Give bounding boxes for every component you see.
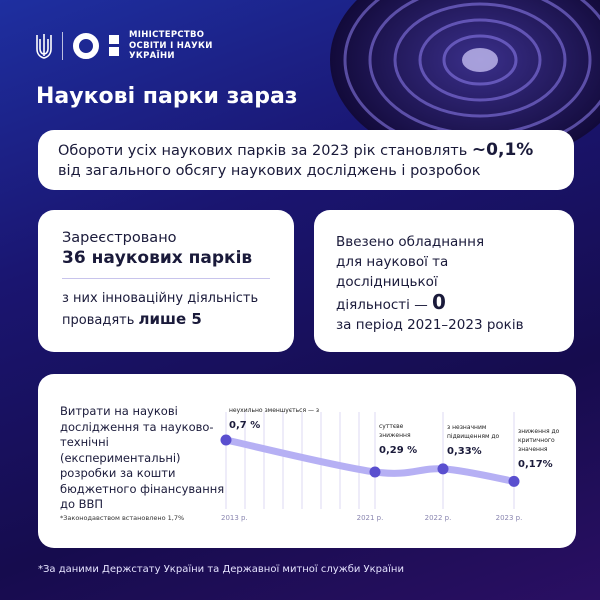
innovation-value: лише 5: [138, 310, 202, 328]
x-tick-label: 2023 р.: [496, 514, 523, 522]
innovation-text: з них інноваційну діяльність провадять л…: [62, 289, 270, 331]
spending-chart: 2013 р. неухильно зменшується — з 0,7 % 202…: [220, 407, 560, 522]
annotation: зниження до критичного значення: [518, 428, 560, 453]
value-label: 0,17%: [518, 459, 553, 470]
turnover-card: Обороти усіх наукових парків за 2023 рік…: [38, 130, 574, 190]
spending-card: Витрати на наукові дослідження та науков…: [38, 374, 576, 548]
logo-line: ОСВІТИ І НАУКИ: [129, 40, 213, 51]
equipment-line: за період 2021–2023 років: [336, 317, 524, 333]
series-line: [222, 436, 518, 485]
annotation: неухильно зменшується — з: [229, 407, 319, 414]
logo-squares-icon: [109, 35, 119, 57]
registered-card: Зареєстровано 36 наукових парків з них і…: [38, 210, 294, 352]
logo-line: МІНІСТЕРСТВО: [129, 30, 205, 40]
innovation-label: з них інноваційну діяльність провадять: [62, 291, 259, 328]
turnover-text: від загального обсягу наукових досліджен…: [58, 163, 481, 179]
turnover-value: ~0,1%: [471, 140, 534, 160]
divider: [62, 278, 270, 279]
annotation: суттєве зниження: [379, 423, 411, 439]
equipment-value: 0: [432, 290, 446, 314]
x-tick-label: 2022 р.: [425, 514, 452, 522]
data-point: [437, 463, 449, 475]
value-label: 0,7 %: [229, 420, 260, 431]
logo-circle-icon: [73, 32, 99, 59]
spending-description: Витрати на наукові дослідження та науков…: [60, 404, 225, 511]
x-tick-label: 2021 р.: [357, 514, 384, 522]
logo-line: УКРАЇНИ: [129, 51, 175, 61]
data-point: [220, 434, 232, 446]
x-tick-label: 2013 р.: [221, 514, 248, 522]
equipment-card: Ввезено обладнання для наукової та дослі…: [314, 210, 574, 352]
registered-label: Зареєстровано: [62, 230, 177, 246]
ministry-logo: МІНІСТЕРСТВО ОСВІТИ І НАУКИ УКРАЇНИ: [36, 30, 213, 62]
value-label: 0,29 %: [379, 445, 417, 456]
equipment-label: діяльності —: [336, 297, 432, 313]
logo-divider: [62, 31, 63, 60]
page-title: Наукові парки зараз: [36, 84, 298, 109]
data-point: [508, 475, 520, 487]
footnote: *За даними Держстату України та Державно…: [38, 564, 404, 575]
equipment-line: Ввезено обладнання: [336, 234, 485, 250]
equipment-line: для наукової та дослідницької: [336, 254, 449, 290]
data-point: [369, 466, 381, 478]
logo-text: МІНІСТЕРСТВО ОСВІТИ І НАУКИ УКРАЇНИ: [129, 30, 213, 62]
spending-note: *Законодавством встановлено 1,7%: [60, 514, 185, 522]
value-label: 0,33%: [447, 446, 482, 457]
annotation: з незначним підвищенням до: [447, 424, 500, 440]
trident-icon: [36, 33, 52, 59]
registered-value: 36 наукових парків: [62, 248, 253, 268]
turnover-text: Обороти усіх наукових парків за 2023 рік…: [58, 143, 472, 159]
equipment-line: діяльності — 0: [336, 292, 552, 315]
